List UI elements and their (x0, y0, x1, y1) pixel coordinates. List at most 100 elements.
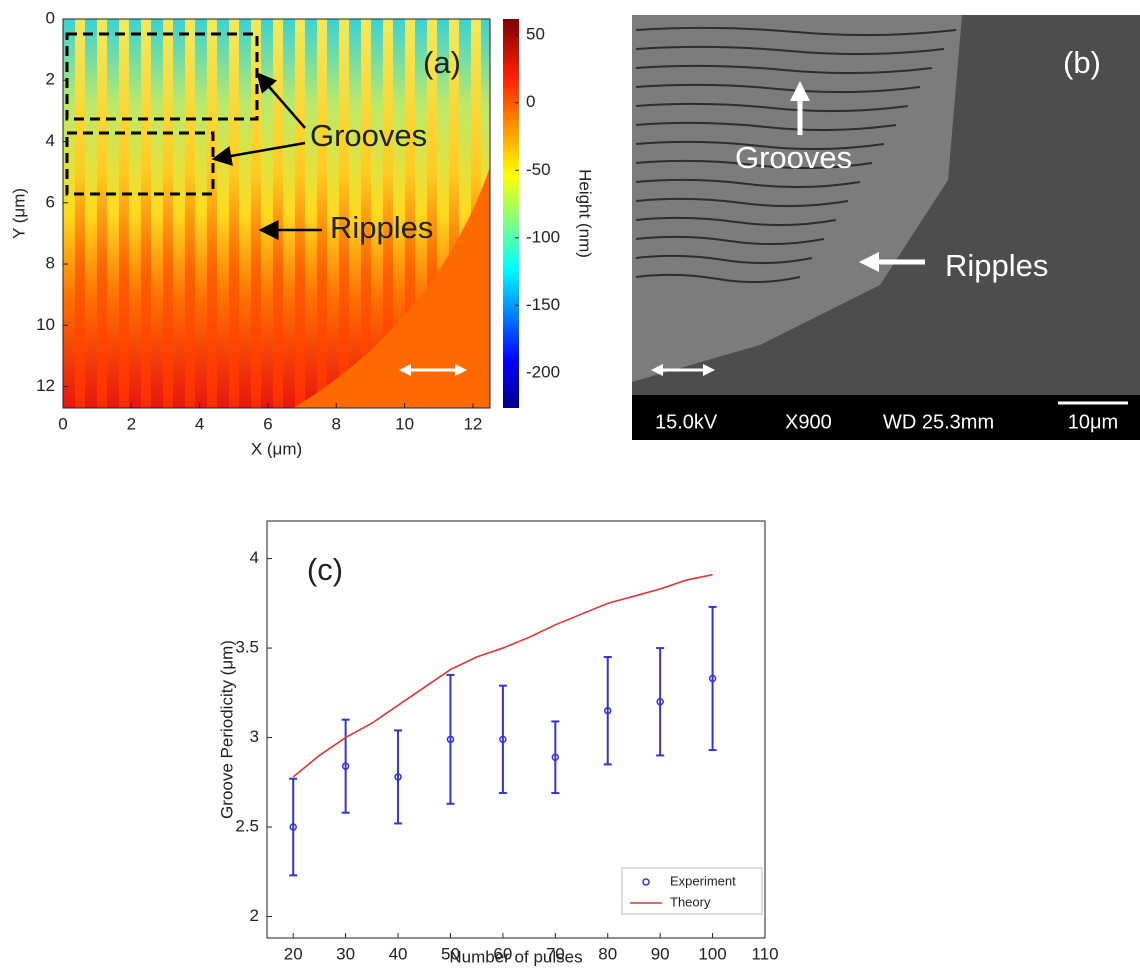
x-tick-label: 0 (58, 414, 67, 433)
ripple-stripe (229, 19, 239, 408)
x-tick-label: 10 (395, 414, 414, 433)
y-tick-label: 4 (250, 548, 259, 567)
sem-info: WD 25.3mm (883, 411, 994, 433)
ripple-stripe (251, 19, 261, 408)
ripple-stripe (129, 19, 141, 408)
panel-label: (b) (1063, 45, 1101, 80)
x-axis-label: X (μm) (251, 439, 302, 458)
sem-info: 10μm (1068, 411, 1118, 433)
ripple-stripe (185, 19, 195, 408)
groove-line (635, 64, 933, 75)
ripple-stripe (493, 19, 503, 408)
y-tick-label: 12 (36, 376, 55, 395)
ripple-stripe (261, 19, 273, 408)
x-tick-label: 2 (127, 414, 136, 433)
panel-label: (c) (307, 552, 343, 587)
colorbar-tick-label: -100 (526, 227, 560, 246)
ripple-stripe (405, 19, 415, 408)
ripple-stripe (195, 19, 207, 408)
ripple-stripe (107, 19, 119, 408)
ripple-stripe (349, 19, 361, 408)
data-point (499, 735, 507, 744)
colorbar-tick-label: -200 (526, 362, 560, 381)
colorbar-tick-label: -150 (526, 295, 560, 314)
sem-info: X900 (785, 411, 832, 433)
ripple-stripe (383, 19, 393, 408)
ripple-stripe (393, 19, 405, 408)
x-tick-label: 6 (263, 414, 272, 433)
x-tick-label: 50 (441, 944, 460, 963)
ripple-stripe (119, 19, 129, 408)
ripple-stripe (295, 19, 305, 408)
groove-line (635, 273, 801, 284)
ripple-stripe (217, 19, 229, 408)
ripple-stripe (239, 19, 251, 408)
plot-frame (62, 18, 491, 409)
ripple-stripe (317, 19, 327, 408)
plot-frame (266, 520, 766, 939)
legend-marker (642, 878, 650, 886)
x-tick-label: 40 (389, 944, 408, 963)
annotation: Ripples (945, 248, 1048, 283)
y-tick-label: 2 (250, 906, 259, 925)
data-point (603, 706, 612, 715)
colorbar-tick-label: -50 (526, 160, 551, 179)
x-tick-label: 90 (651, 944, 670, 963)
ripple-stripe (141, 19, 151, 408)
ripple-stripe (371, 19, 383, 408)
data-point (394, 773, 402, 781)
ripple-stripe (85, 19, 97, 408)
data-point (289, 823, 297, 831)
x-tick-label: 12 (463, 414, 482, 433)
y-tick-label: 3 (250, 727, 259, 746)
x-tick-label: 20 (284, 944, 303, 963)
groove-line (635, 140, 885, 151)
groove-line (635, 83, 921, 94)
groove-line (635, 178, 861, 189)
ripple-stripe (151, 19, 163, 408)
ripple-stripe (427, 19, 437, 408)
panel-label: (a) (423, 45, 461, 80)
data-point (446, 735, 455, 744)
groove-line (635, 159, 873, 170)
ripple-stripe (97, 19, 107, 408)
colorbar-label: Height (nm) (576, 169, 595, 258)
y-tick-label: 10 (36, 315, 55, 334)
x-tick-label: 30 (336, 944, 355, 963)
y-tick-label: 3.5 (235, 638, 259, 657)
legend-box (621, 867, 763, 915)
colorbar-tick-label: 0 (526, 92, 535, 111)
groove-line (635, 102, 909, 113)
ripple-stripe (63, 19, 75, 408)
legend-label: Theory (670, 894, 711, 909)
y-tick-label: 2 (46, 70, 55, 89)
sem-info: 15.0kV (655, 411, 718, 433)
ripple-stripe (283, 19, 295, 408)
ripple-stripe (75, 19, 85, 408)
y-tick-label: 4 (46, 131, 55, 150)
x-tick-label: 4 (195, 414, 204, 433)
colorbar (503, 19, 519, 408)
ripple-stripe (327, 19, 339, 408)
y-axis-label: Groove Periodicity (μm) (217, 640, 236, 819)
groove-line (635, 254, 813, 265)
ripple-stripe (361, 19, 371, 408)
data-point (708, 674, 717, 683)
ripple-stripe (163, 19, 173, 408)
y-tick-label: 6 (46, 192, 55, 211)
annotation: Ripples (330, 210, 433, 245)
annotation-arrows (211, 72, 322, 240)
y-axis-label: Y (μm) (9, 188, 28, 239)
x-axis-label: Number of pulses (449, 947, 582, 966)
x-tick-label: 100 (698, 944, 726, 963)
y-tick-label: 0 (46, 8, 55, 27)
groove-line (635, 197, 849, 208)
sem-image (632, 15, 1140, 440)
ripple-stripe (273, 19, 283, 408)
data-point (341, 762, 350, 770)
y-tick-label: 8 (46, 254, 55, 273)
groove-line (635, 216, 837, 227)
ripple-stripe (305, 19, 317, 408)
x-tick-label: 60 (493, 944, 512, 963)
